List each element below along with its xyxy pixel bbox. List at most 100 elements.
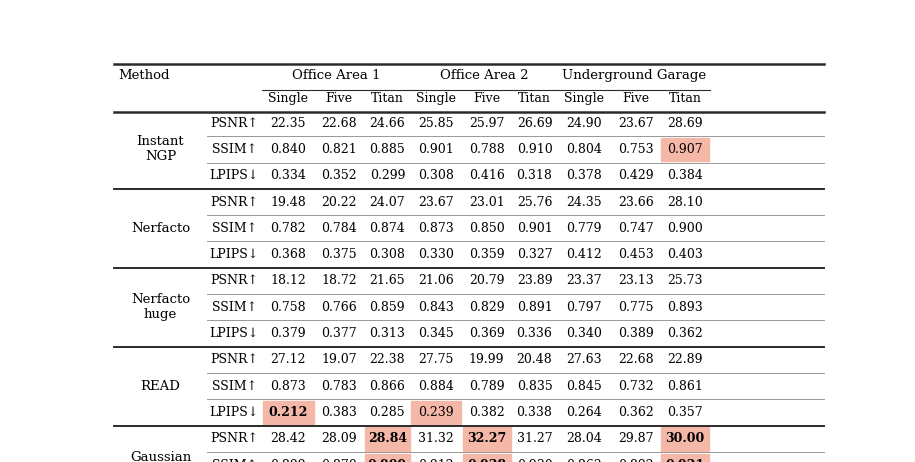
Text: 0.907: 0.907 [667, 143, 703, 156]
Text: 32.27: 32.27 [467, 432, 506, 445]
Text: 0.779: 0.779 [566, 222, 602, 235]
Text: 25.97: 25.97 [469, 116, 504, 129]
Text: 31.27: 31.27 [517, 432, 553, 445]
Text: 22.38: 22.38 [370, 353, 405, 366]
Text: PSNR↑: PSNR↑ [210, 432, 258, 445]
Text: 22.68: 22.68 [618, 353, 653, 366]
Text: Titan: Titan [371, 91, 404, 104]
Text: 19.99: 19.99 [468, 353, 504, 366]
Text: 0.403: 0.403 [667, 248, 703, 261]
Text: 0.874: 0.874 [370, 222, 405, 235]
Text: 0.264: 0.264 [566, 406, 602, 419]
Text: 21.06: 21.06 [418, 274, 454, 287]
Text: 23.67: 23.67 [618, 116, 653, 129]
Text: 27.63: 27.63 [566, 353, 602, 366]
Text: 0.912: 0.912 [418, 459, 454, 462]
Text: 0.384: 0.384 [667, 169, 703, 182]
Text: 22.68: 22.68 [321, 116, 357, 129]
Text: 0.845: 0.845 [566, 380, 602, 393]
Text: 0.859: 0.859 [370, 301, 405, 314]
Text: 0.327: 0.327 [517, 248, 553, 261]
Text: 0.758: 0.758 [270, 301, 306, 314]
Text: 19.07: 19.07 [321, 353, 357, 366]
Text: Single: Single [416, 91, 457, 104]
Text: 0.909: 0.909 [368, 459, 407, 462]
Bar [662, 138, 709, 161]
Bar [263, 401, 314, 424]
Text: SSIM↑: SSIM↑ [211, 459, 257, 462]
Text: LPIPS↓: LPIPS↓ [210, 169, 259, 182]
Text: 20.79: 20.79 [468, 274, 504, 287]
Bar [412, 401, 461, 424]
Text: 0.378: 0.378 [566, 169, 602, 182]
Text: 0.821: 0.821 [321, 143, 357, 156]
Text: 0.829: 0.829 [468, 301, 504, 314]
Text: 0.330: 0.330 [418, 248, 454, 261]
Text: LPIPS↓: LPIPS↓ [210, 406, 259, 419]
Text: 28.42: 28.42 [270, 432, 306, 445]
Text: 0.804: 0.804 [566, 143, 602, 156]
Text: 22.35: 22.35 [270, 116, 306, 129]
Text: 0.359: 0.359 [468, 248, 504, 261]
Bar [365, 427, 410, 450]
Text: 0.782: 0.782 [270, 222, 306, 235]
Text: 25.73: 25.73 [667, 274, 703, 287]
Text: 27.12: 27.12 [270, 353, 306, 366]
Text: 19.48: 19.48 [270, 195, 306, 208]
Text: 23.37: 23.37 [566, 274, 602, 287]
Text: 28.09: 28.09 [321, 432, 357, 445]
Text: 0.840: 0.840 [270, 143, 306, 156]
Text: READ: READ [141, 380, 180, 393]
Bar [463, 427, 511, 450]
Text: Method: Method [118, 68, 169, 81]
Text: Instant
NGP: Instant NGP [136, 135, 184, 164]
Text: 0.338: 0.338 [517, 406, 553, 419]
Text: LPIPS↓: LPIPS↓ [210, 327, 259, 340]
Text: LPIPS↓: LPIPS↓ [210, 248, 259, 261]
Text: 18.12: 18.12 [270, 274, 306, 287]
Text: Titan: Titan [518, 91, 551, 104]
Bar [463, 454, 511, 462]
Text: 0.336: 0.336 [517, 327, 553, 340]
Text: Single: Single [268, 91, 308, 104]
Text: 28.69: 28.69 [667, 116, 703, 129]
Text: 0.873: 0.873 [418, 222, 454, 235]
Text: 0.866: 0.866 [370, 380, 405, 393]
Text: 0.884: 0.884 [418, 380, 454, 393]
Text: 0.901: 0.901 [418, 143, 454, 156]
Text: 25.85: 25.85 [418, 116, 454, 129]
Text: 0.938: 0.938 [468, 459, 506, 462]
Text: 25.76: 25.76 [517, 195, 553, 208]
Text: 0.797: 0.797 [566, 301, 602, 314]
Text: 0.747: 0.747 [618, 222, 653, 235]
Text: SSIM↑: SSIM↑ [211, 143, 257, 156]
Text: 0.788: 0.788 [468, 143, 504, 156]
Text: 0.835: 0.835 [517, 380, 553, 393]
Text: 0.775: 0.775 [618, 301, 653, 314]
Text: 30.00: 30.00 [665, 432, 705, 445]
Text: 23.13: 23.13 [618, 274, 653, 287]
Text: 0.910: 0.910 [517, 143, 553, 156]
Text: 0.766: 0.766 [321, 301, 357, 314]
Text: 0.873: 0.873 [270, 380, 306, 393]
Text: Single: Single [565, 91, 604, 104]
Text: 0.901: 0.901 [517, 222, 553, 235]
Text: 0.429: 0.429 [618, 169, 653, 182]
Text: 0.362: 0.362 [667, 327, 703, 340]
Text: 24.35: 24.35 [566, 195, 602, 208]
Text: 0.891: 0.891 [517, 301, 553, 314]
Text: 0.892: 0.892 [618, 459, 653, 462]
Text: 0.239: 0.239 [418, 406, 454, 419]
Text: 0.362: 0.362 [618, 406, 653, 419]
Text: 0.334: 0.334 [270, 169, 306, 182]
Text: 0.893: 0.893 [667, 301, 703, 314]
Text: 0.345: 0.345 [418, 327, 454, 340]
Text: 0.313: 0.313 [370, 327, 405, 340]
Text: 0.453: 0.453 [618, 248, 653, 261]
Text: 0.318: 0.318 [517, 169, 553, 182]
Text: 18.72: 18.72 [321, 274, 357, 287]
Text: Five: Five [622, 91, 649, 104]
Text: 0.416: 0.416 [468, 169, 504, 182]
Text: 0.789: 0.789 [468, 380, 504, 393]
Text: Titan: Titan [669, 91, 702, 104]
